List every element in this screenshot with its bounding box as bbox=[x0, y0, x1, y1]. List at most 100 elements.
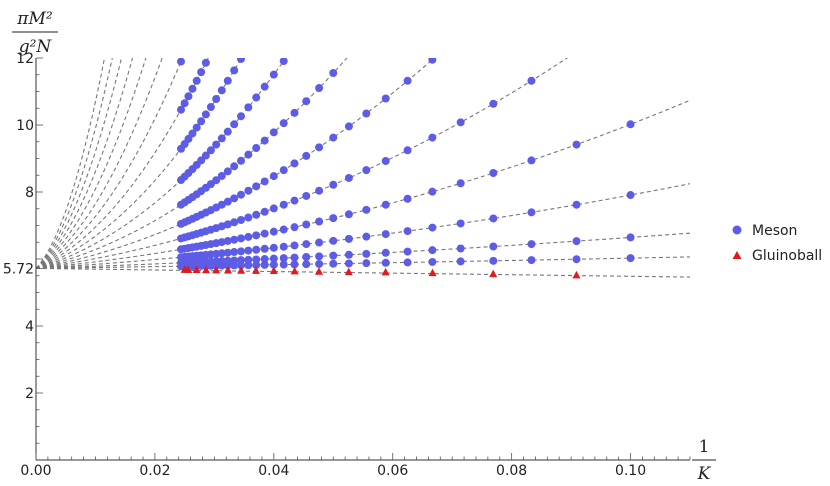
meson-point bbox=[489, 242, 498, 251]
legend-gluinoball-label: Gluinoball bbox=[752, 248, 822, 264]
meson-point bbox=[489, 256, 498, 265]
meson-point bbox=[456, 118, 465, 127]
meson-point bbox=[344, 210, 353, 219]
fit-line bbox=[36, 58, 113, 269]
meson-point bbox=[329, 251, 338, 260]
meson-point bbox=[403, 146, 412, 155]
meson-point bbox=[290, 108, 299, 117]
meson-point bbox=[315, 84, 324, 93]
gluinoball-point bbox=[489, 269, 498, 278]
meson-point bbox=[192, 76, 201, 85]
meson-point bbox=[344, 259, 353, 268]
meson-point bbox=[217, 257, 226, 266]
fit-line bbox=[36, 58, 569, 269]
y-axis-label-denominator: g²N bbox=[19, 37, 53, 57]
meson-point bbox=[302, 220, 311, 229]
meson-point bbox=[230, 120, 239, 129]
meson-point bbox=[260, 255, 269, 264]
gluinoball-point bbox=[237, 266, 246, 274]
meson-point bbox=[302, 260, 311, 269]
meson-point bbox=[177, 258, 186, 267]
meson-point bbox=[237, 156, 246, 165]
meson-point bbox=[428, 257, 437, 266]
meson-point bbox=[180, 99, 189, 108]
meson-point bbox=[344, 122, 353, 131]
meson-point bbox=[302, 240, 311, 249]
meson-point bbox=[217, 86, 226, 95]
meson-point bbox=[269, 227, 278, 236]
meson-point bbox=[260, 260, 269, 269]
meson-point bbox=[381, 230, 390, 239]
fit-line bbox=[36, 58, 106, 269]
meson-point bbox=[269, 254, 278, 263]
meson-point bbox=[223, 236, 232, 245]
x-tick-label: 0.00 bbox=[20, 463, 51, 479]
meson-point bbox=[223, 256, 232, 265]
meson-point bbox=[201, 58, 210, 67]
meson-point bbox=[230, 235, 239, 244]
meson-point bbox=[223, 197, 232, 206]
meson-point bbox=[362, 205, 371, 214]
meson-point bbox=[572, 237, 581, 246]
meson-point bbox=[290, 260, 299, 269]
meson-point bbox=[527, 208, 536, 217]
meson-point bbox=[572, 140, 581, 149]
gluinoball-point bbox=[212, 265, 221, 274]
meson-point bbox=[223, 248, 232, 257]
meson-point bbox=[279, 200, 288, 209]
meson-point bbox=[428, 58, 437, 64]
meson-point bbox=[403, 76, 412, 85]
fit-line bbox=[36, 58, 184, 269]
meson-point bbox=[329, 236, 338, 245]
gluinoball-point bbox=[202, 265, 211, 274]
meson-point bbox=[279, 166, 288, 175]
meson-point bbox=[237, 190, 246, 199]
meson-point bbox=[237, 58, 246, 63]
gluinoball-points bbox=[180, 265, 581, 279]
gluinoball-point bbox=[572, 270, 581, 279]
gluinoball-point bbox=[381, 267, 390, 276]
meson-point bbox=[244, 213, 253, 222]
meson-point bbox=[244, 150, 253, 159]
meson-point bbox=[269, 128, 278, 137]
y-axis-ticks: 2 4 5.72 8 10 12 bbox=[3, 51, 43, 444]
meson-point bbox=[269, 260, 278, 269]
meson-point bbox=[290, 159, 299, 168]
meson-point bbox=[252, 245, 261, 254]
meson-point bbox=[252, 210, 261, 219]
meson-points bbox=[177, 58, 635, 271]
meson-point bbox=[626, 254, 635, 263]
meson-point bbox=[244, 246, 253, 255]
meson-point bbox=[572, 255, 581, 264]
meson-point bbox=[290, 241, 299, 250]
meson-point bbox=[329, 259, 338, 268]
x-tick-label: 0.06 bbox=[377, 463, 408, 479]
meson-point bbox=[302, 253, 311, 262]
meson-point bbox=[362, 232, 371, 241]
meson-point bbox=[381, 94, 390, 103]
meson-point bbox=[315, 238, 324, 247]
meson-point bbox=[403, 227, 412, 236]
x-tick-label: 0.10 bbox=[615, 463, 646, 479]
meson-point bbox=[344, 173, 353, 182]
meson-point bbox=[230, 194, 239, 203]
meson-point bbox=[230, 248, 239, 257]
meson-point bbox=[252, 261, 261, 270]
meson-point bbox=[177, 58, 186, 66]
meson-point bbox=[362, 109, 371, 118]
x-axis-label-numerator: 1 bbox=[699, 437, 710, 457]
gluinoball-point bbox=[428, 268, 437, 277]
meson-point bbox=[177, 105, 186, 114]
x-tick-label: 0.02 bbox=[139, 463, 170, 479]
x-tick-label: 0.04 bbox=[258, 463, 289, 479]
y-tick-label: 12 bbox=[16, 51, 34, 67]
meson-point bbox=[188, 129, 197, 138]
meson-point bbox=[201, 110, 210, 119]
legend: Meson Gluinoball bbox=[732, 223, 822, 264]
meson-point bbox=[362, 249, 371, 258]
meson-point bbox=[456, 179, 465, 188]
gluinoball-point bbox=[290, 266, 299, 275]
meson-point bbox=[344, 234, 353, 243]
meson-point bbox=[230, 66, 239, 75]
